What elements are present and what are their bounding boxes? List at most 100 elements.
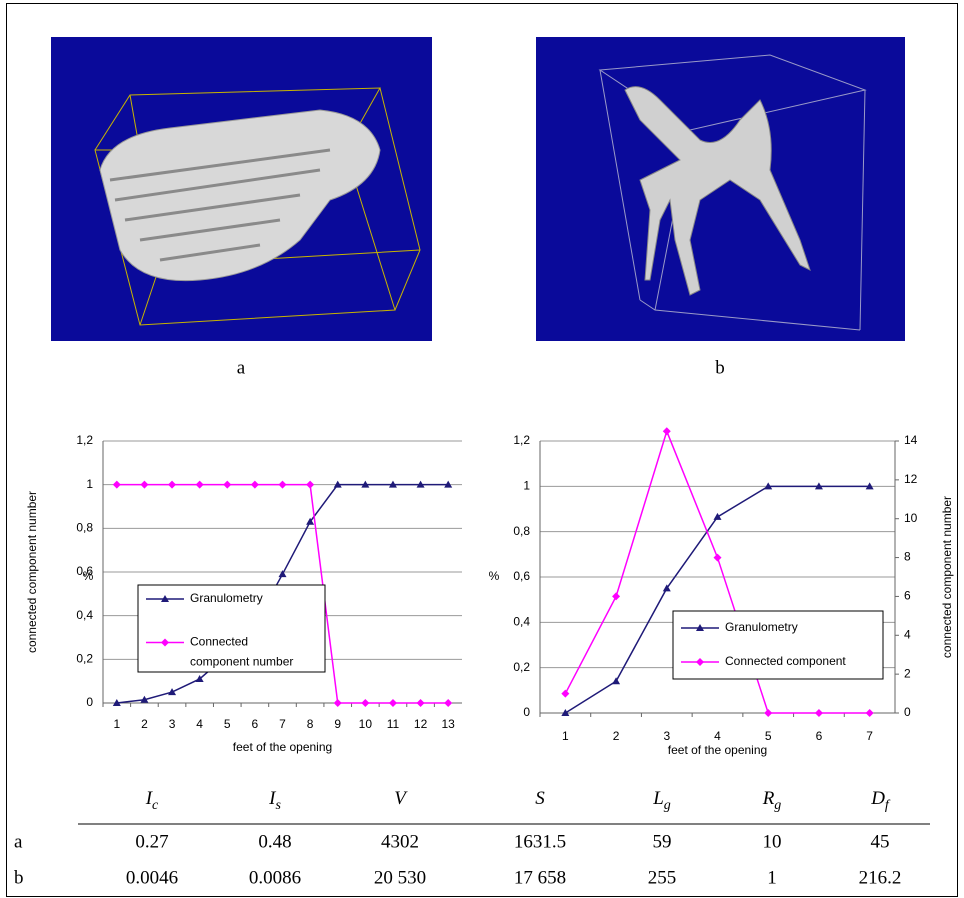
render-b [536,37,905,341]
header-symbol: D [870,788,885,809]
point [196,481,204,489]
point [444,699,452,707]
x-tick-label: 7 [279,717,286,731]
x-tick-label: 1 [113,717,120,731]
table-cell: 0.0086 [249,867,301,888]
table-cell: 0.0046 [126,867,178,888]
table-cell: 45 [871,831,890,852]
point [764,709,772,717]
x-axis-label: feet of the opening [668,743,767,757]
x-tick-label: 12 [414,717,428,731]
table-header: Df [870,788,891,813]
table-cell: 255 [648,867,677,888]
y2-tick-label: 0 [904,705,911,719]
x-tick-label: 3 [169,717,176,731]
table-cell: 1631.5 [514,831,566,852]
x-tick-label: 6 [252,717,259,731]
x-tick-label: 8 [307,717,314,731]
y-tick-label: 1,2 [513,433,530,447]
point [612,677,620,684]
x-tick-label: 7 [866,729,873,743]
y-unit: % [83,569,94,583]
table-cell: 20 530 [374,867,426,888]
x-tick-label: 3 [663,729,670,743]
y2-tick-label: 10 [904,511,918,525]
point [113,481,121,489]
figure: a b 00,20,40,60,811,212345678910111213fe… [0,0,964,898]
point [663,427,671,435]
x-tick-label: 11 [387,717,400,731]
table-cell: 17 658 [514,867,566,888]
table-header: V [394,788,408,809]
table-cell: 216.2 [859,867,902,888]
y-unit: % [489,569,500,583]
legend-label: Granulometry [190,591,263,605]
y-tick-label: 0,2 [76,652,93,666]
point [561,690,569,698]
y2-tick-label: 8 [904,550,911,564]
y2-tick-label: 4 [904,627,911,641]
point [223,481,231,489]
x-tick-label: 4 [714,729,721,743]
legend-label: Connected component [725,654,846,668]
y-tick-label: 0 [523,705,530,719]
point [612,592,620,600]
legend-label: Granulometry [725,620,798,634]
header-symbol: V [394,788,408,809]
x-tick-label: 13 [442,717,456,731]
point [417,699,425,707]
row-label: b [14,867,24,888]
point [251,481,259,489]
table-cell: 1 [767,867,777,888]
y2-tick-label: 6 [904,589,911,603]
point [714,554,722,562]
point [334,699,342,707]
table: IcIsVSLgRgDfa0.270.4843021631.5591045b0.… [14,788,930,888]
table-cell: 0.48 [258,831,291,852]
point [168,481,176,489]
header-sub: s [275,798,281,813]
x-tick-label: 4 [196,717,203,731]
x-tick-label: 5 [765,729,772,743]
table-cell: 59 [653,831,672,852]
table-cell: 4302 [381,831,419,852]
x-tick-label: 2 [613,729,620,743]
y-tick-label: 0,2 [513,660,530,674]
chart: 00,20,40,60,811,212345678910111213feet o… [25,433,462,754]
header-symbol: S [535,788,545,809]
table-header: S [535,788,545,809]
y-tick-label: 0 [86,695,93,709]
y-tick-label: 0,6 [513,569,530,583]
table-cell: 10 [763,831,782,852]
point [361,699,369,707]
header-sub: c [152,798,159,813]
x-tick-label: 1 [562,729,569,743]
x-axis-label: feet of the opening [233,740,332,754]
y2-axis-label: connected component number [940,496,954,658]
y-tick-label: 0,4 [76,608,93,622]
point [140,481,148,489]
table-header: Lg [652,788,671,813]
y-tick-label: 1 [86,477,93,491]
row-label: a [14,831,23,852]
x-tick-label: 10 [359,717,373,731]
table-header: Rg [762,788,782,813]
point [866,709,874,717]
y2-tick-label: 2 [904,666,911,680]
header-symbol: L [652,788,664,809]
point [389,699,397,707]
table-header: Ic [145,788,159,813]
point [815,709,823,717]
panel-label: a [237,357,246,378]
point [306,481,314,489]
table-cell: 0.27 [135,831,168,852]
table-header: Is [268,788,281,813]
header-symbol: R [762,788,775,809]
y-tick-label: 0,4 [513,615,530,629]
point [279,481,287,489]
header-sub: g [774,798,781,813]
header-sub: f [885,798,891,813]
y-tick-label: 0,8 [513,524,530,538]
